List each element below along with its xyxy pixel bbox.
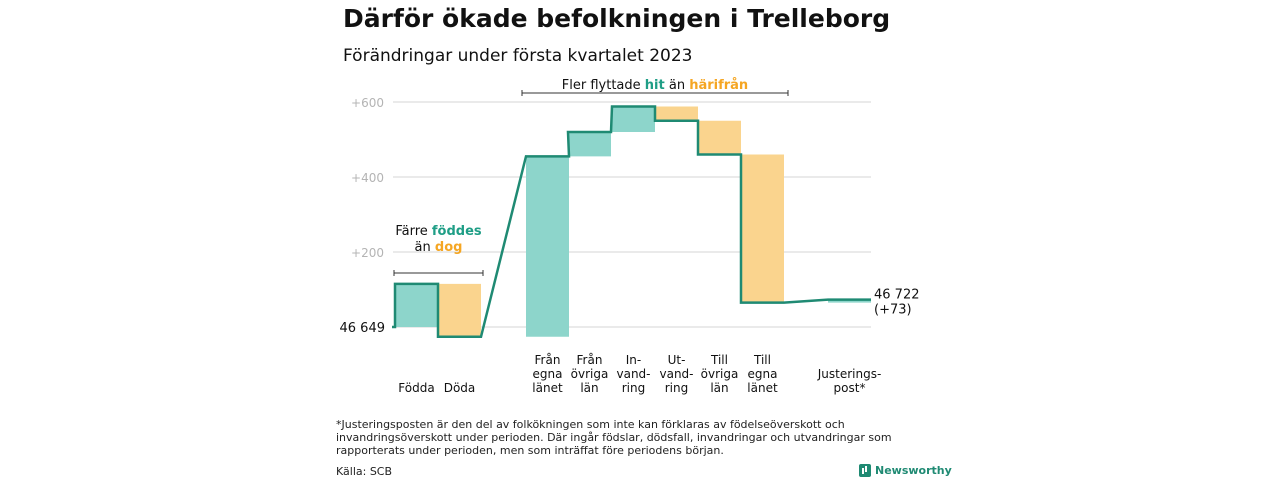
annotation-segment: än [665,78,689,93]
category-label: övriga [571,367,609,381]
annotation-text: än dog [415,240,463,255]
waterfall-bar [526,156,569,337]
y-tick-label: +200 [351,246,384,260]
waterfall-bar [828,299,871,303]
category-label: Från [535,353,561,367]
category-label: Döda [444,381,476,395]
category-label: vand- [659,367,693,381]
category-label: ring [622,381,646,395]
category-label: län [580,381,598,395]
category-label: ring [665,381,689,395]
waterfall-bar [741,154,784,303]
end-value-label: (+73) [874,303,912,318]
chart-title: Därför ökade befolkningen i Trelleborg [343,4,891,33]
category-label: egna [748,367,778,381]
waterfall-chart: +200 +400 +600 46 649 46 722(+73) Födda Döda Fr… [340,78,920,395]
annotation-segment: föddes [432,224,482,239]
source-label: Källa: SCB [336,465,393,478]
category-label: post* [834,381,866,395]
waterfall-bar [568,132,611,157]
category-label: Från [577,353,603,367]
annotation-segment: Färre [395,224,432,239]
category-label: länet [747,381,778,395]
waterfall-bar [698,120,741,155]
cumulative-step-line [392,105,871,338]
category-label: In- [626,353,641,367]
category-label: länet [532,381,563,395]
category-label: Ut- [668,353,686,367]
y-tick-label: +400 [351,171,384,185]
annotation-segment: härifrån [689,78,748,93]
annotation-text: Fler flyttade hit än härifrån [562,78,748,93]
newsworthy-icon [859,464,871,477]
category-label: Till [753,353,771,367]
start-value-label: 46 649 [340,321,386,336]
footnote: *Justeringsposten är den del av folkökni… [336,418,892,457]
annotation-segment: hit [645,78,665,93]
category-label: övriga [701,367,739,381]
end-value-label: 46 722 [874,288,920,303]
y-tick-label: +600 [351,96,384,110]
brand-logo: Newsworthy [859,464,952,477]
brand-name: Newsworthy [875,464,952,477]
waterfall-bar [655,106,698,121]
waterfall-bar [438,283,481,337]
annotation-segment: än [415,240,435,255]
category-label: Födda [398,381,434,395]
annotation-segment: Fler flyttade [562,78,645,93]
category-label: vand- [616,367,650,381]
chart-subtitle: Förändringar under första kvartalet 2023 [343,46,693,66]
category-label: Justerings- [817,367,882,381]
waterfall-bar [395,283,438,327]
category-label: egna [533,367,563,381]
category-label: län [710,381,728,395]
waterfall-bar [612,106,655,132]
annotation-text: Färre föddes [395,224,482,239]
annotation-segment: dog [435,240,463,255]
category-label: Till [710,353,728,367]
